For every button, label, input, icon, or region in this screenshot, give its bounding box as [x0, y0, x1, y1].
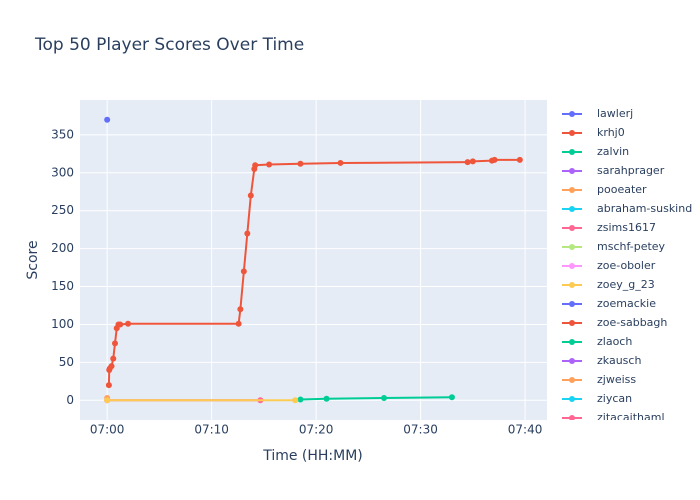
y-tick-label: 0 — [66, 393, 74, 407]
legend-marker — [569, 111, 575, 117]
legend-marker — [569, 187, 575, 193]
data-point — [491, 156, 498, 163]
legend-label: zkausch — [597, 354, 641, 367]
data-point — [104, 397, 111, 404]
data-point — [516, 156, 523, 163]
legend-label: lawlerj — [597, 107, 633, 120]
y-tick-label: 350 — [51, 127, 74, 141]
data-point — [125, 320, 132, 327]
x-tick-label: 07:30 — [403, 423, 438, 437]
data-point — [117, 321, 124, 328]
legend-label: ziycan — [597, 392, 632, 405]
y-tick-label: 150 — [51, 279, 74, 293]
data-point — [105, 382, 112, 389]
data-point — [237, 306, 244, 313]
legend-marker — [569, 396, 575, 402]
legend-label: zoey_g_23 — [597, 278, 655, 291]
plot — [104, 116, 523, 404]
legend-marker — [569, 225, 575, 231]
y-tick-label: 250 — [51, 203, 74, 217]
legend-marker — [569, 206, 575, 212]
x-tick-label: 07:10 — [194, 423, 229, 437]
legend-marker — [569, 149, 575, 155]
data-point — [111, 340, 118, 347]
legend-label: zsims1617 — [597, 221, 656, 234]
legend-label: sarahprager — [597, 164, 665, 177]
legend-label: pooeater — [597, 183, 647, 196]
legend-marker — [569, 301, 575, 307]
legend-marker — [569, 339, 575, 345]
plot-area — [80, 100, 547, 420]
data-point — [104, 116, 111, 123]
legend-label: zoe-sabbagh — [597, 316, 667, 329]
data-point — [110, 355, 117, 362]
data-point — [448, 394, 455, 401]
legend-label: abraham-suskind — [597, 202, 692, 215]
legend-marker — [569, 130, 575, 136]
legend-label: zitacaithaml — [597, 411, 665, 424]
chart-title: Top 50 Player Scores Over Time — [34, 35, 304, 55]
legend-label: zoe-oboler — [597, 259, 656, 272]
y-axis-title: Score — [25, 240, 41, 279]
data-point — [252, 162, 259, 169]
series-line — [300, 396, 452, 401]
data-point — [381, 395, 388, 402]
x-tick-label: 07:40 — [508, 423, 543, 437]
legend-label: zjweiss — [597, 373, 636, 386]
y-tick-label: 200 — [51, 241, 74, 255]
data-point — [266, 161, 273, 168]
y-tick-label: 50 — [59, 355, 74, 369]
legend-marker — [569, 415, 575, 420]
legend-label: zlaoch — [597, 335, 632, 348]
data-point — [240, 268, 247, 275]
legend-label: krhj0 — [597, 126, 625, 139]
legend-label: mschf-petey — [597, 240, 666, 253]
y-tick-label: 300 — [51, 165, 74, 179]
data-point — [292, 397, 299, 404]
x-tick-label: 07:20 — [299, 423, 334, 437]
y-tick-label: 100 — [51, 317, 74, 331]
legend-marker — [569, 377, 575, 383]
data-point — [247, 192, 254, 199]
data-point — [235, 320, 242, 327]
x-tick-label: 07:00 — [90, 423, 125, 437]
data-point — [297, 160, 304, 167]
data-point — [108, 363, 115, 370]
x-axis-title: Time (HH:MM) — [262, 448, 363, 464]
data-point — [464, 159, 471, 166]
legend-label: zoemackie — [597, 297, 656, 310]
legend-marker — [569, 320, 575, 326]
data-point — [337, 159, 344, 166]
data-point — [297, 396, 304, 403]
legend-marker — [569, 263, 575, 269]
legend-marker — [569, 168, 575, 174]
legend-marker — [569, 282, 575, 288]
data-point — [323, 395, 330, 402]
legend-label: zalvin — [597, 145, 629, 158]
legend-marker — [569, 244, 575, 250]
legend-marker — [569, 358, 575, 364]
data-point — [469, 158, 476, 165]
data-point — [244, 230, 251, 237]
legend: lawlerj krhj0 zalvin sarahprager pooeater abr… — [562, 107, 692, 424]
